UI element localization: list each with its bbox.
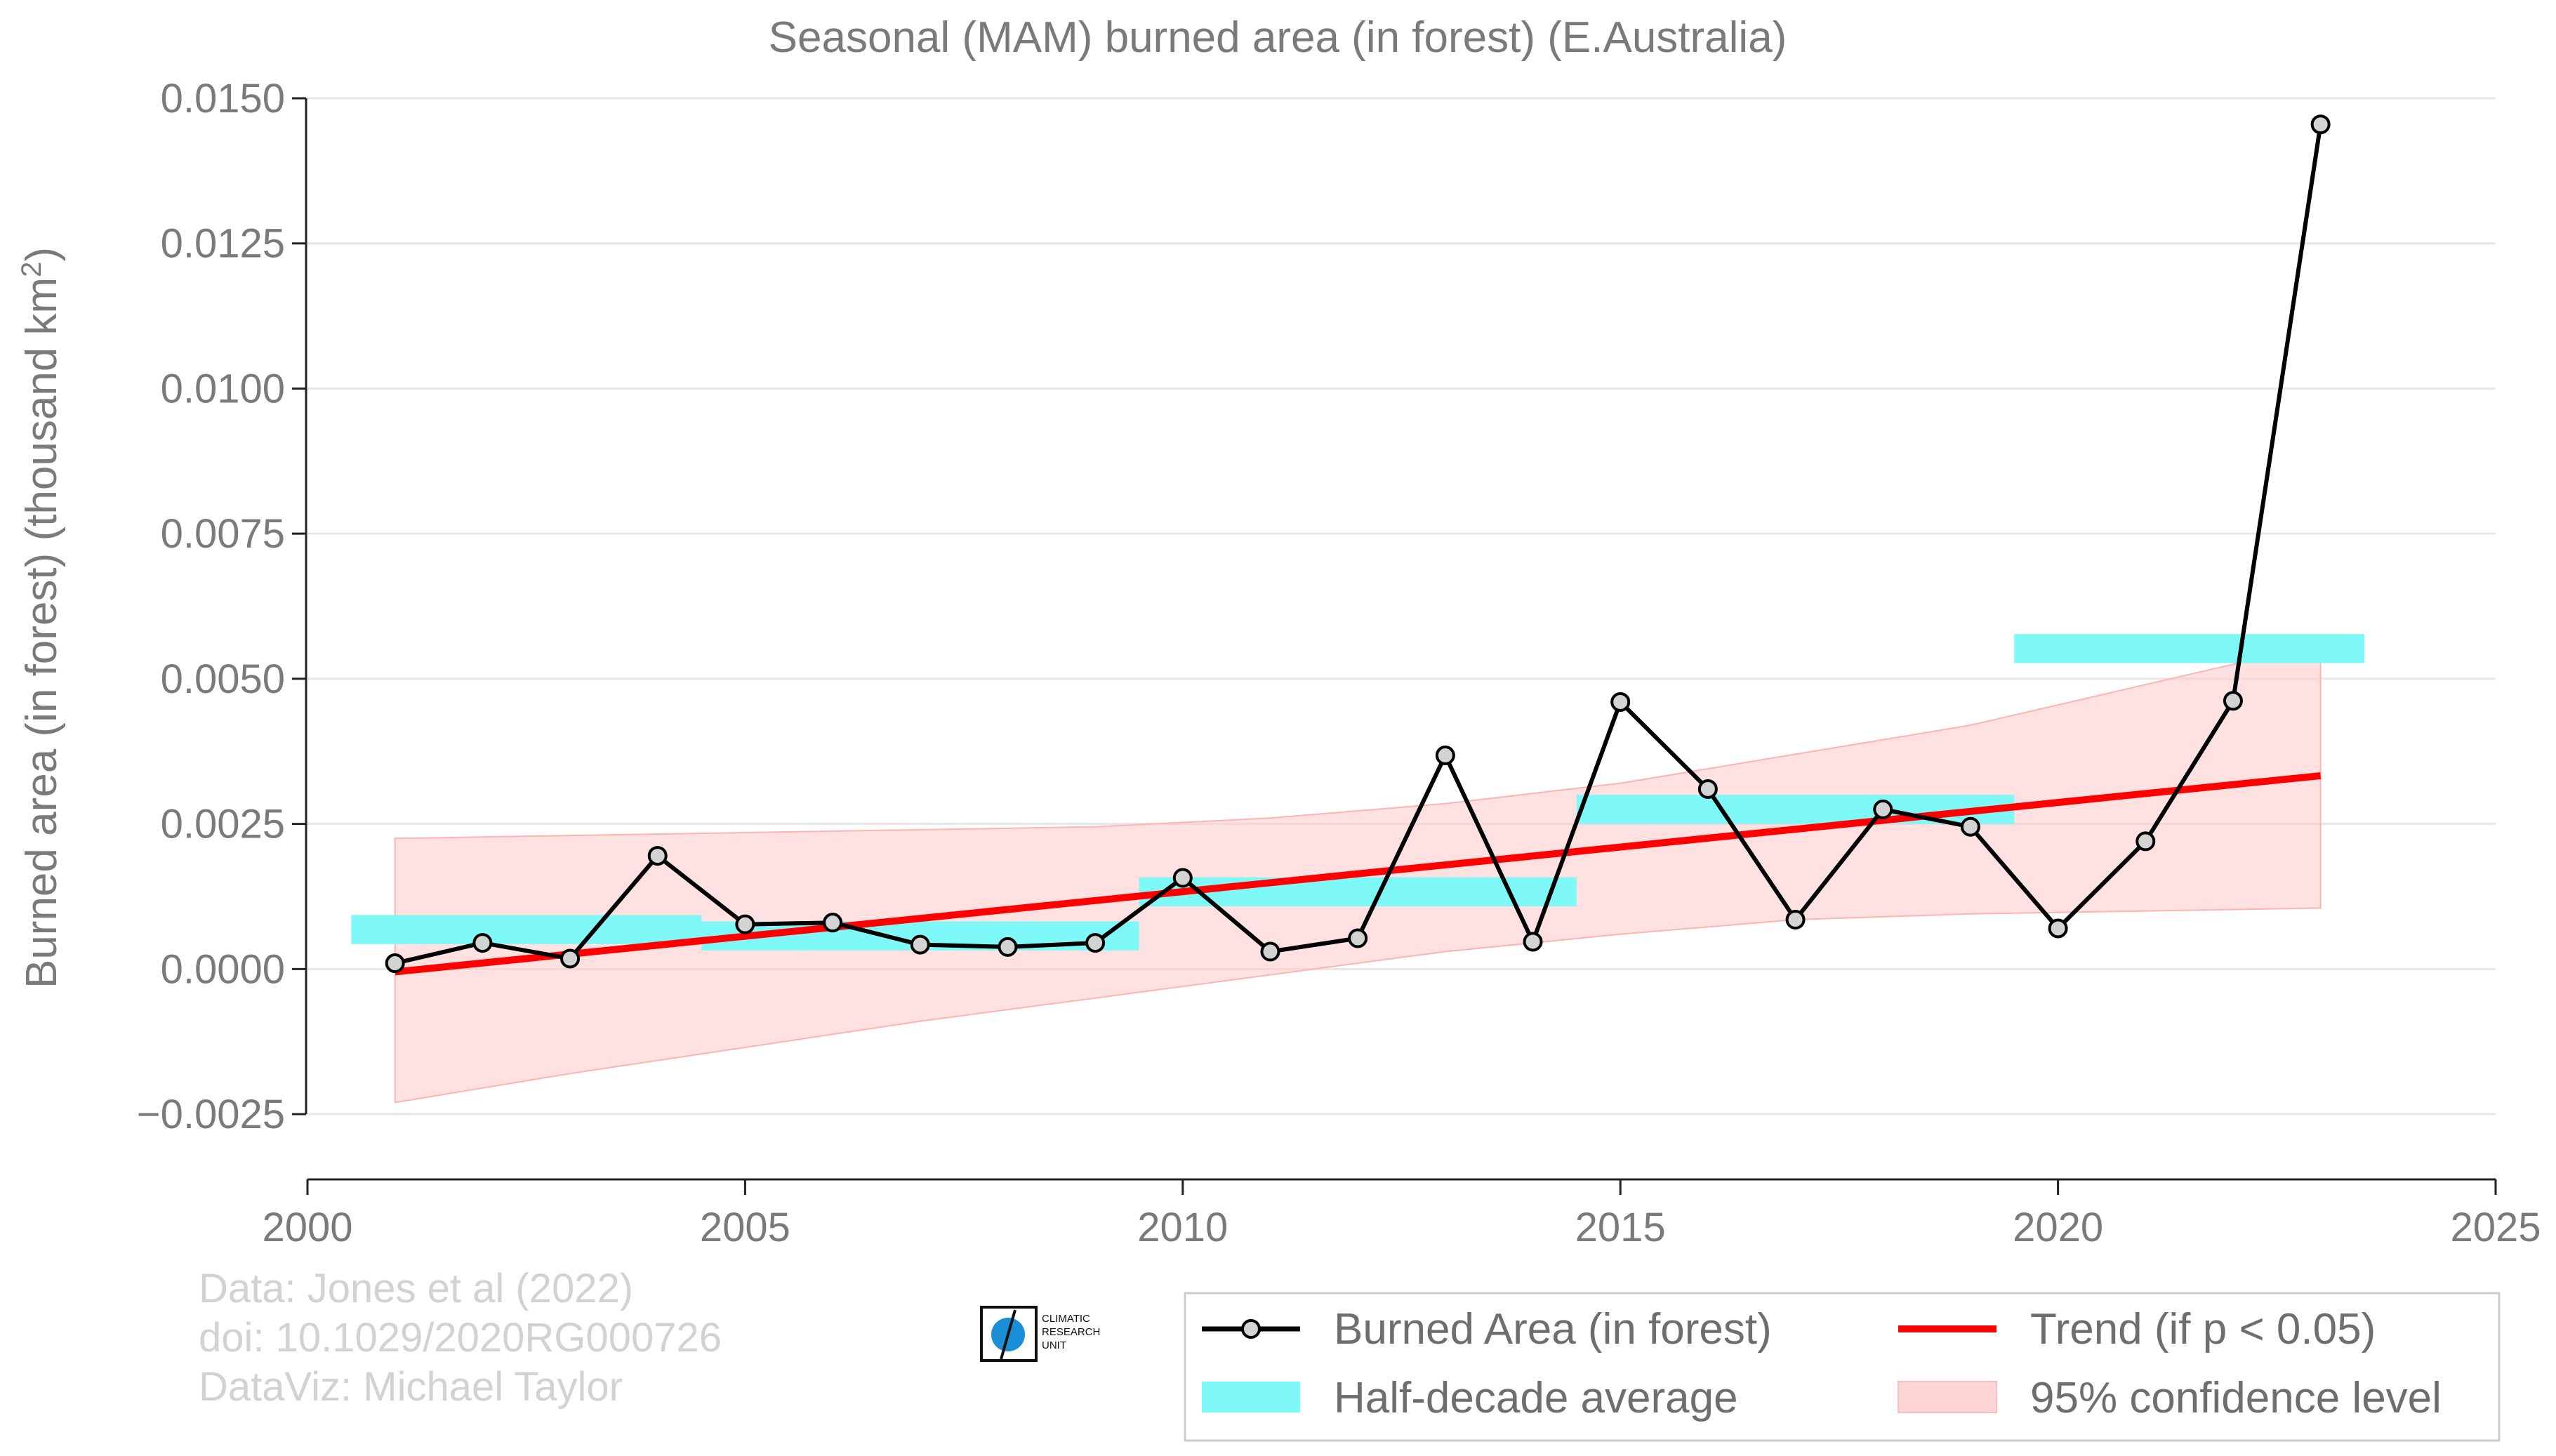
legend-symbol-burned-area-marker	[1241, 1319, 1261, 1339]
half-decade-bar	[351, 915, 702, 944]
y-tick-label: 0.0125	[161, 221, 285, 267]
burned-area-point	[472, 933, 493, 953]
burned-area-point	[1260, 941, 1280, 962]
credit-data-source: Data: Jones et al (2022)	[199, 1266, 633, 1311]
burned-area-point	[823, 913, 843, 933]
y-tick-label: 0.0050	[161, 656, 285, 702]
y-tick-label: 0.0000	[161, 946, 285, 992]
x-tick-label: 2025	[2450, 1205, 2541, 1250]
cru-logo: CLIMATIC RESEARCH UNIT	[980, 1306, 1100, 1362]
legend: Burned Area (in forest) Trend (if p < 0.…	[1184, 1292, 2501, 1442]
x-tick-label: 2000	[262, 1205, 352, 1250]
y-tick-label: 0.0025	[161, 802, 285, 847]
x-tick-label: 2015	[1575, 1205, 1666, 1250]
half-decade-bar	[1576, 795, 2015, 824]
legend-label-burned-area: Burned Area (in forest)	[1334, 1305, 1772, 1354]
burned-area-point	[560, 948, 581, 969]
y-axis-title-superscript: 2	[16, 262, 47, 277]
y-axis-title-main: Burned area (in forest) (thousand km	[18, 277, 66, 988]
burned-area-point	[1873, 799, 1893, 819]
burned-area-point	[910, 934, 930, 955]
legend-label-confidence: 95% confidence level	[2030, 1374, 2442, 1422]
burned-area-point	[1348, 928, 1368, 948]
y-tick-label: 0.0150	[161, 76, 285, 121]
cru-logo-text-1: CLIMATIC	[1042, 1313, 1090, 1325]
y-tick-label: −0.0025	[137, 1092, 285, 1137]
legend-symbol-half-decade	[1202, 1382, 1300, 1412]
burned-area-point	[1172, 868, 1193, 888]
burned-area-point	[2048, 918, 2068, 939]
chart-title: Seasonal (MAM) burned area (in forest) (…	[769, 13, 1787, 62]
burned-area-point	[1697, 779, 1718, 799]
burned-area-point	[1523, 932, 1543, 952]
trend-layer	[395, 772, 2322, 976]
burned-area-point	[1785, 910, 1806, 930]
credit-dataviz: DataViz: Michael Taylor	[199, 1364, 623, 1410]
burned-area-point	[2135, 831, 2156, 852]
credit-doi: doi: 10.1029/2020RG000726	[199, 1315, 722, 1361]
y-tick-label: 0.0075	[161, 511, 285, 557]
cru-logo-text-3: UNIT	[1042, 1339, 1066, 1351]
legend-frame	[1184, 1292, 2501, 1442]
cru-logo-text-2: RESEARCH	[1042, 1326, 1100, 1338]
cru-logo-frame	[980, 1306, 1038, 1362]
burned-area-point	[735, 914, 755, 934]
burned-area-point	[1960, 816, 1980, 837]
y-tick-label: 0.0100	[161, 366, 285, 411]
legend-symbol-confidence	[1898, 1381, 1997, 1413]
y-axis-title: Burned area (in forest) (thousand km2)	[16, 247, 66, 988]
burned-area-point	[1435, 746, 1455, 766]
x-tick-label: 2020	[2013, 1205, 2103, 1250]
burned-area-point	[1085, 933, 1106, 953]
cru-logo-stroke	[1000, 1309, 1017, 1360]
burned-area-point	[2310, 114, 2331, 135]
burned-area-point	[647, 846, 668, 866]
half-decade-bar	[2014, 634, 2364, 663]
legend-label-trend: Trend (if p < 0.05)	[2030, 1305, 2376, 1354]
legend-label-half-decade: Half-decade average	[1334, 1374, 1738, 1422]
x-tick-label: 2010	[1137, 1205, 1228, 1250]
x-tick-label: 2005	[700, 1205, 790, 1250]
burned-area-layer	[385, 114, 2331, 974]
burned-area-point	[998, 937, 1018, 957]
burned-area-point	[2223, 691, 2243, 711]
axes-layer: −0.0025 0.0000 0.0025 0.0050 0.0075 0.0100 0.0…	[137, 76, 2541, 1250]
burned-area-point	[1610, 691, 1631, 712]
trend-line	[395, 772, 2322, 976]
burned-area-point	[385, 953, 405, 974]
y-axis-title-end: )	[18, 247, 66, 262]
